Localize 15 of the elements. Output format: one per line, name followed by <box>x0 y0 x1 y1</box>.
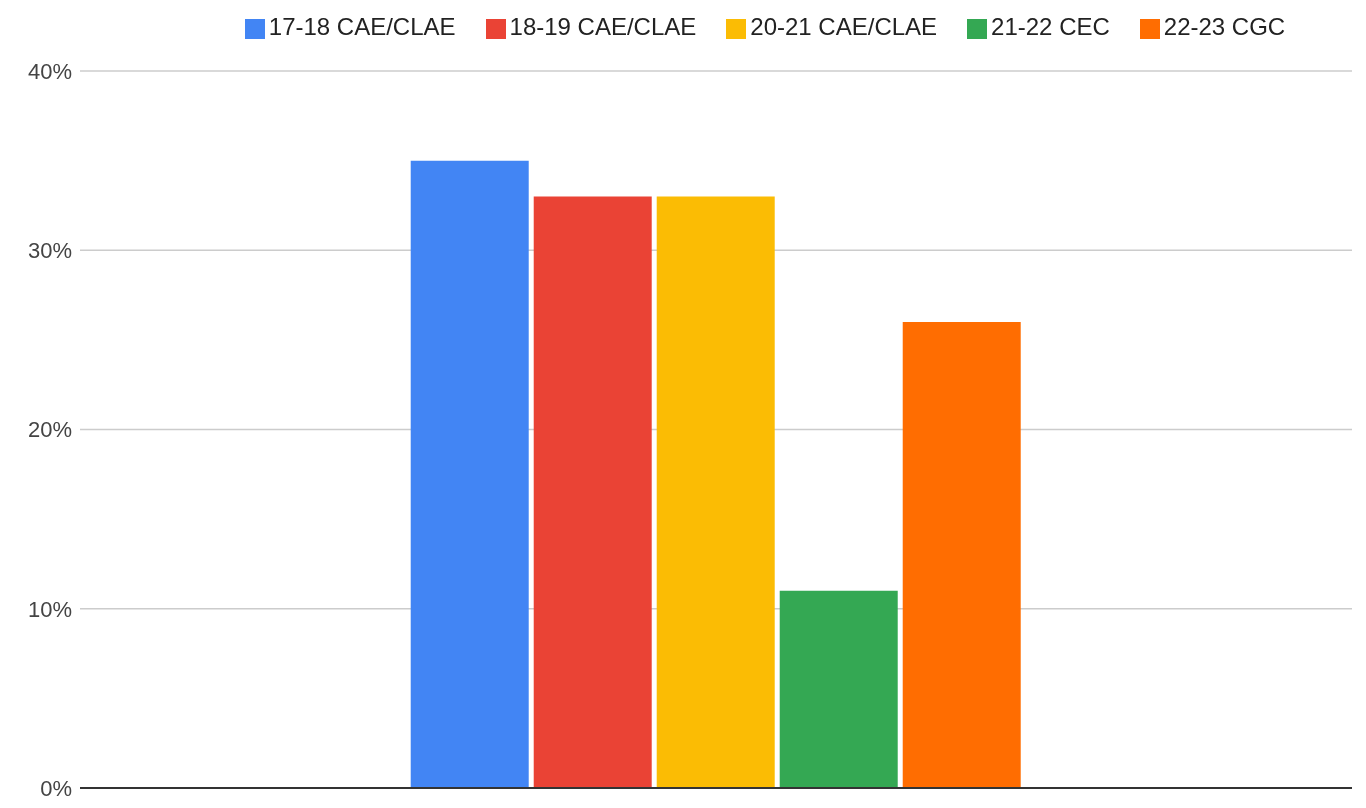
y-tick-label: 20% <box>27 417 72 443</box>
y-tick-label: 10% <box>27 596 72 622</box>
bar <box>533 196 652 788</box>
legend-label: 17-18 CAE/CLAE <box>268 13 456 40</box>
y-tick-label: 30% <box>27 238 72 264</box>
y-tick-label: 40% <box>27 58 72 84</box>
legend-label: 22-23 CGC <box>1163 13 1286 40</box>
bar <box>902 321 1021 788</box>
legend-label: 18-19 CAE/CLAE <box>509 13 697 40</box>
bar <box>410 160 529 788</box>
bar <box>779 590 898 788</box>
y-tick-label: 0% <box>40 775 72 801</box>
bar <box>656 196 775 788</box>
legend-label: 21-22 CEC <box>991 13 1110 40</box>
legend-label: 20-21 CAE/CLAE <box>750 13 938 40</box>
